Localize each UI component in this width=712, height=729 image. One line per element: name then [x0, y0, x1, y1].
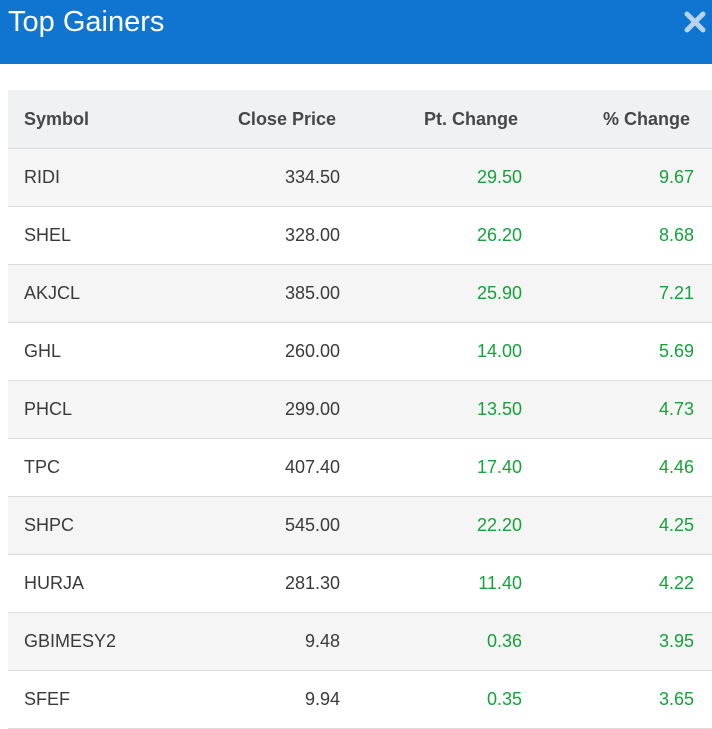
pct-change-cell: 8.68 [522, 206, 712, 265]
pct-change-cell: 4.25 [522, 496, 712, 555]
column-header-pct-change[interactable]: % Change [522, 90, 712, 149]
pct-change-cell: 4.46 [522, 438, 712, 497]
column-header-pt-change[interactable]: Pt. Change [340, 90, 522, 149]
pct-change-cell: 5.69 [522, 322, 712, 381]
pt-change-cell: 14.00 [340, 322, 522, 381]
pt-change-cell: 25.90 [340, 264, 522, 323]
pt-change-cell: 22.20 [340, 496, 522, 555]
gainers-table: Symbol Close Price Pt. Change % Change R… [8, 90, 712, 729]
pct-change-cell: 3.95 [522, 612, 712, 671]
close-price-cell: 385.00 [158, 264, 340, 323]
close-price-cell: 299.00 [158, 380, 340, 439]
table-row[interactable]: SHPC 545.00 22.20 4.25 [8, 496, 712, 555]
table-row[interactable]: SFEF 9.94 0.35 3.65 [8, 670, 712, 729]
modal-title: Top Gainers [8, 6, 165, 38]
symbol-cell: GBIMESY2 [8, 612, 158, 671]
pt-change-cell: 0.35 [340, 670, 522, 729]
pt-change-cell: 29.50 [340, 148, 522, 207]
pt-change-cell: 17.40 [340, 438, 522, 497]
column-header-close-price[interactable]: Close Price [158, 90, 340, 149]
close-price-cell: 9.48 [158, 612, 340, 671]
symbol-cell: SFEF [8, 670, 158, 729]
close-price-cell: 334.50 [158, 148, 340, 207]
pct-change-cell: 4.73 [522, 380, 712, 439]
close-price-cell: 407.40 [158, 438, 340, 497]
table-row[interactable]: HURJA 281.30 11.40 4.22 [8, 554, 712, 613]
symbol-cell: SHPC [8, 496, 158, 555]
gainers-table-container: Symbol Close Price Pt. Change % Change R… [8, 90, 712, 729]
close-price-cell: 545.00 [158, 496, 340, 555]
symbol-cell: PHCL [8, 380, 158, 439]
symbol-cell: HURJA [8, 554, 158, 613]
pt-change-cell: 0.36 [340, 612, 522, 671]
table-header-row: Symbol Close Price Pt. Change % Change [8, 90, 712, 149]
close-icon [684, 11, 706, 33]
pt-change-cell: 11.40 [340, 554, 522, 613]
pct-change-cell: 4.22 [522, 554, 712, 613]
symbol-cell: RIDI [8, 148, 158, 207]
close-button[interactable] [682, 9, 708, 35]
symbol-cell: AKJCL [8, 264, 158, 323]
table-row[interactable]: AKJCL 385.00 25.90 7.21 [8, 264, 712, 323]
symbol-cell: GHL [8, 322, 158, 381]
symbol-cell: SHEL [8, 206, 158, 265]
pct-change-cell: 9.67 [522, 148, 712, 207]
pct-change-cell: 3.65 [522, 670, 712, 729]
close-price-cell: 328.00 [158, 206, 340, 265]
pct-change-cell: 7.21 [522, 264, 712, 323]
modal-header: Top Gainers [0, 0, 712, 64]
pt-change-cell: 26.20 [340, 206, 522, 265]
table-row[interactable]: GBIMESY2 9.48 0.36 3.95 [8, 612, 712, 671]
close-price-cell: 260.00 [158, 322, 340, 381]
table-row[interactable]: TPC 407.40 17.40 4.46 [8, 438, 712, 497]
table-row[interactable]: SHEL 328.00 26.20 8.68 [8, 206, 712, 265]
table-row[interactable]: RIDI 334.50 29.50 9.67 [8, 148, 712, 207]
column-header-symbol[interactable]: Symbol [8, 90, 158, 149]
close-price-cell: 281.30 [158, 554, 340, 613]
pt-change-cell: 13.50 [340, 380, 522, 439]
table-row[interactable]: GHL 260.00 14.00 5.69 [8, 322, 712, 381]
symbol-cell: TPC [8, 438, 158, 497]
close-price-cell: 9.94 [158, 670, 340, 729]
table-row[interactable]: PHCL 299.00 13.50 4.73 [8, 380, 712, 439]
